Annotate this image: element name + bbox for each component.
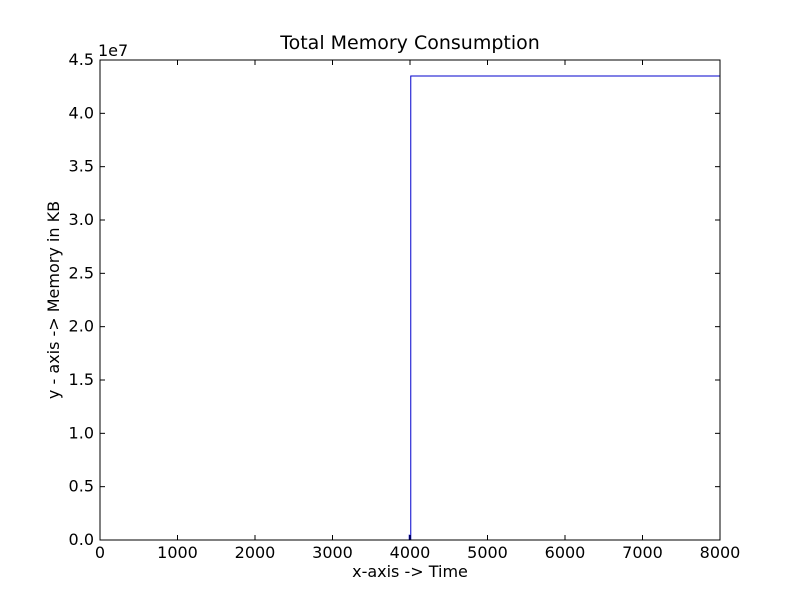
y-tick-label: 4.0	[69, 103, 94, 122]
x-tick-label: 1000	[157, 543, 198, 562]
x-tick-label: 0	[95, 543, 105, 562]
x-tick-label: 2000	[235, 543, 276, 562]
x-axis-title: x-axis -> Time	[352, 562, 468, 581]
y-tick-label: 2.0	[69, 317, 94, 336]
y-tick-label: 0.5	[69, 477, 94, 496]
x-tick-label: 5000	[467, 543, 508, 562]
series-line-1	[100, 75, 720, 541]
x-tick-label: 8000	[700, 543, 741, 562]
x-tick-label: 4000	[390, 543, 431, 562]
y-tick-label: 3.5	[69, 157, 94, 176]
y-tick-label: 2.5	[69, 263, 94, 282]
x-tick-label: 3000	[312, 543, 353, 562]
x-tick-label: 6000	[545, 543, 586, 562]
ticks-layer: 0 1000 2000 3000 4000 5000 6000 7000 8000 0.0 0.5 1…	[69, 50, 741, 562]
chart-title: Total Memory Consumption	[279, 32, 540, 54]
y-tick-label: 1.5	[69, 370, 94, 389]
y-tick-label: 0.0	[69, 530, 94, 549]
series-layer	[100, 75, 720, 541]
y-tick-label: 4.5	[69, 50, 94, 69]
y-offset-label: 1e7	[98, 41, 128, 60]
plot-area-frame	[99, 59, 721, 541]
y-tick-label: 1.0	[69, 423, 94, 442]
y-axis-title: y - axis -> Memory in KB	[44, 201, 63, 399]
y-tick-label: 3.0	[69, 210, 94, 229]
x-tick-label: 7000	[622, 543, 663, 562]
